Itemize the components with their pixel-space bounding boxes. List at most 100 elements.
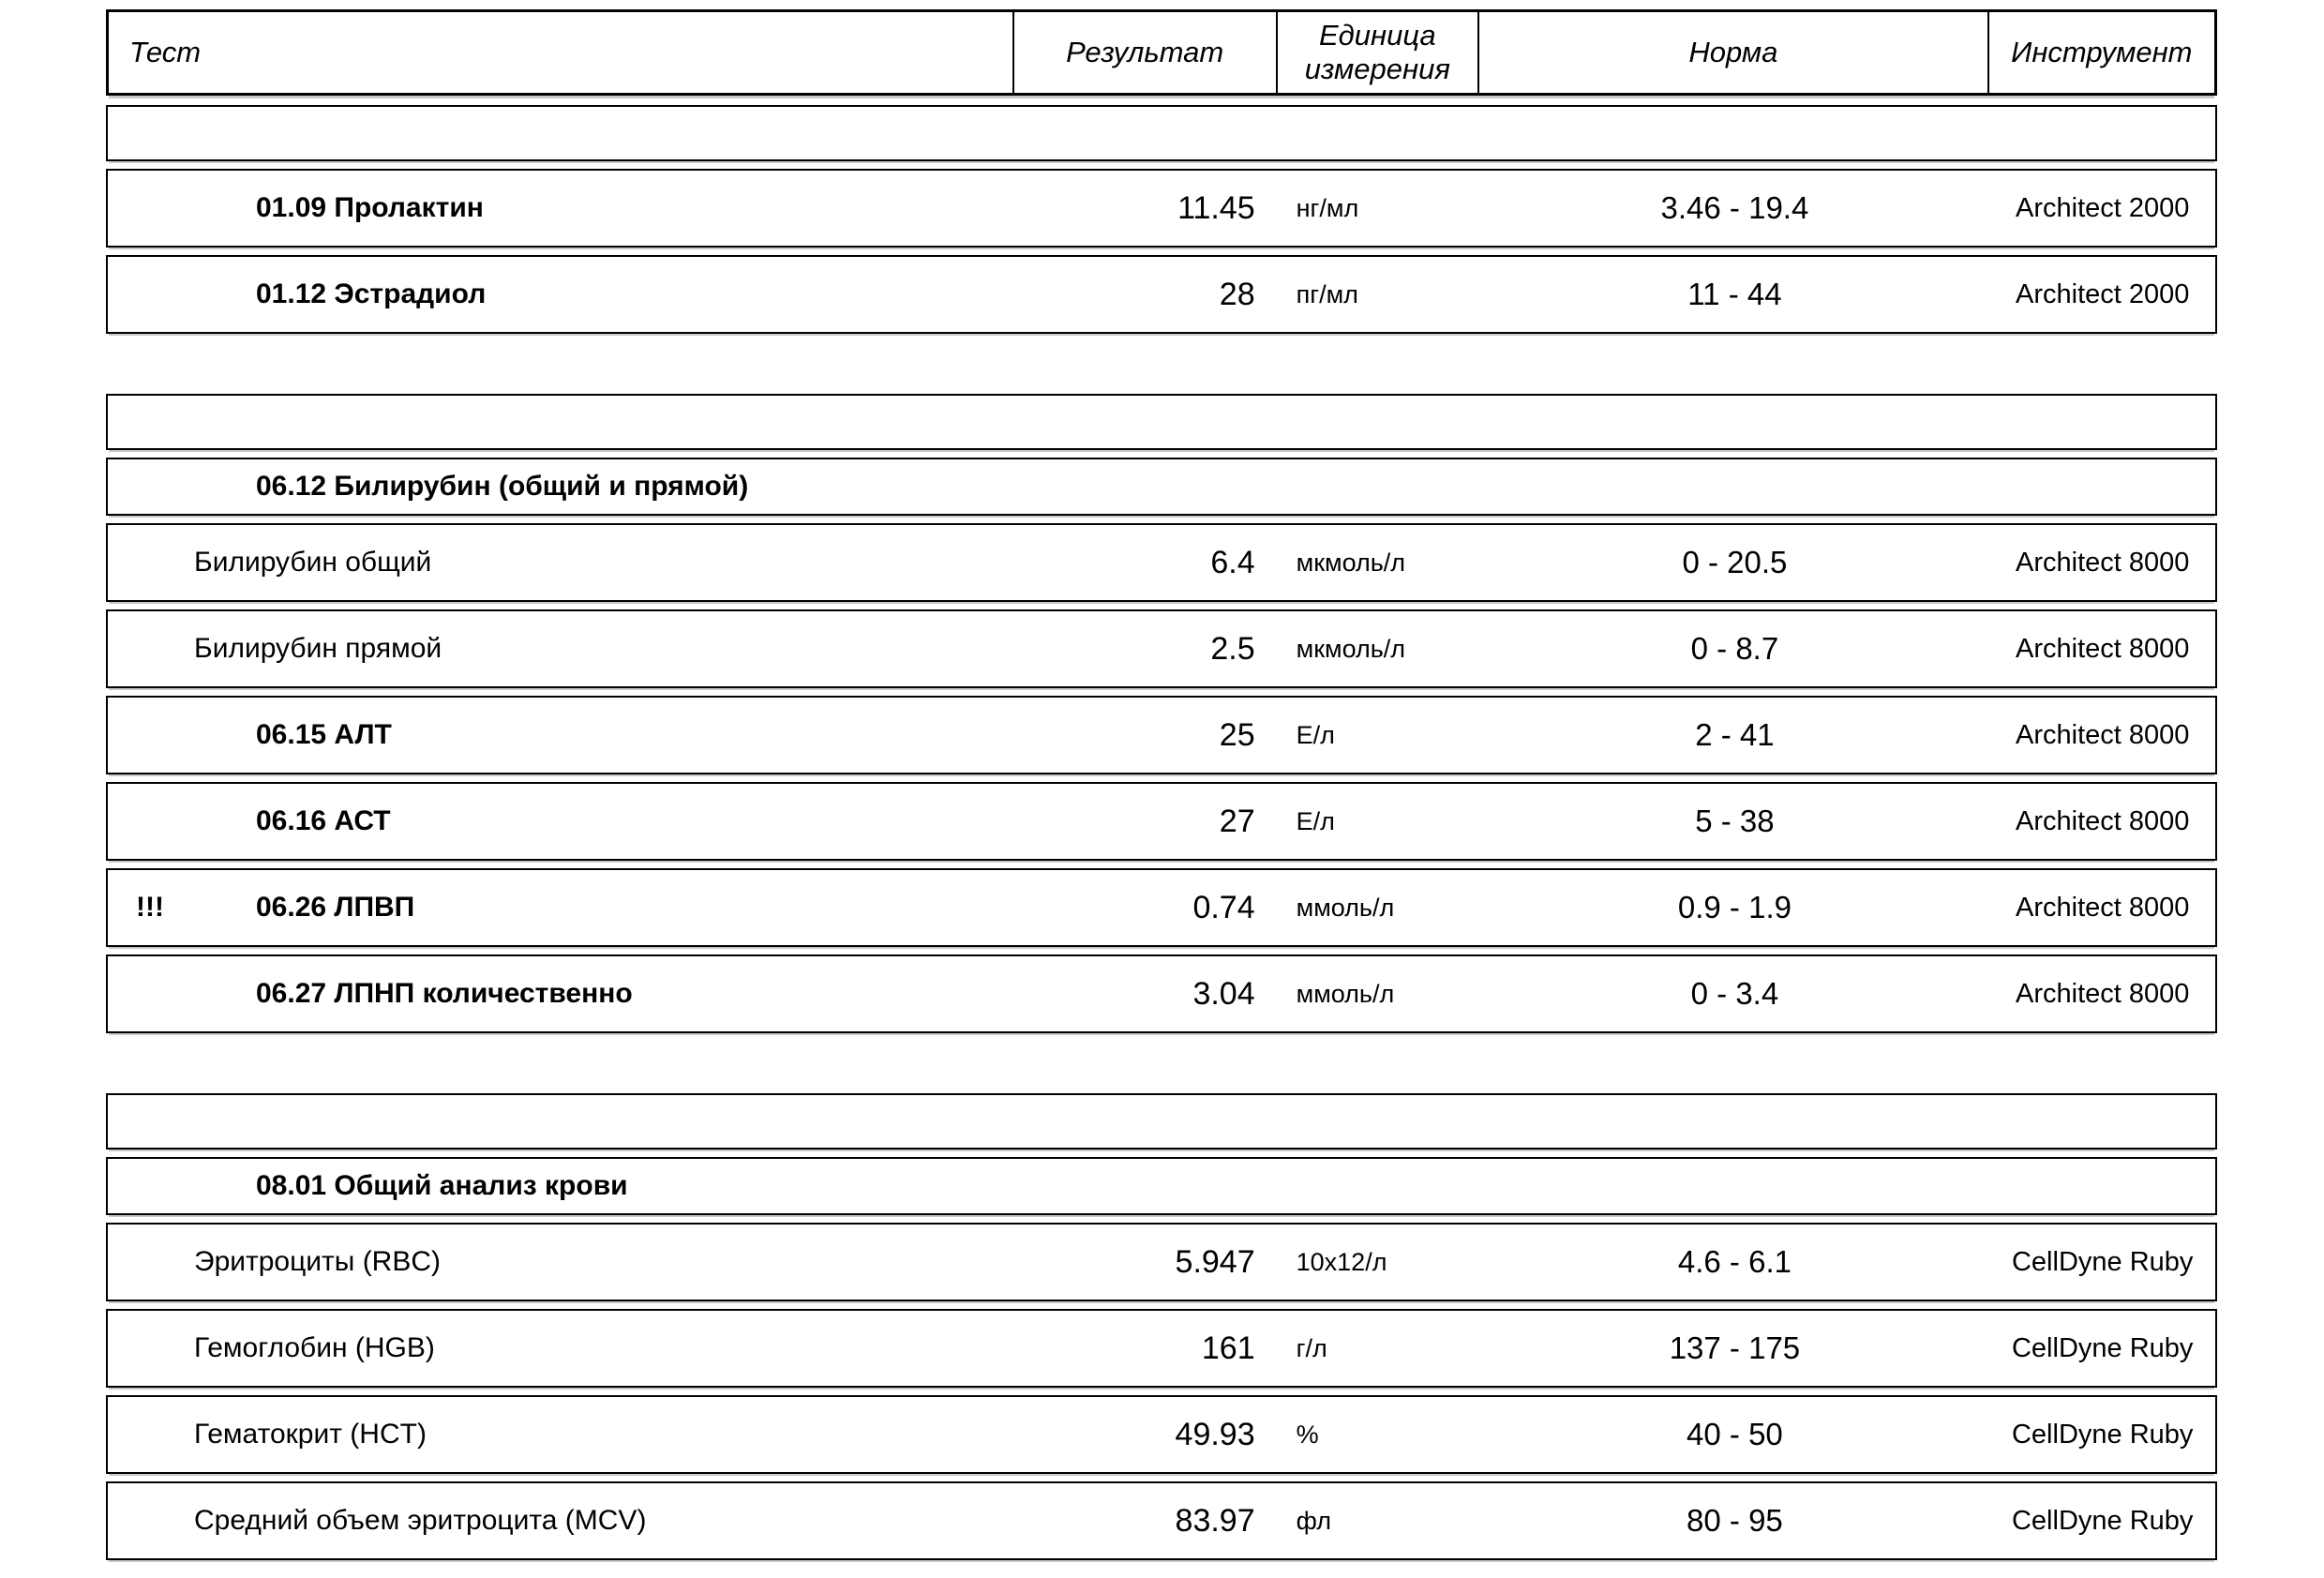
instrument-name: CellDyne Ruby — [2011, 1419, 2194, 1450]
instrument-name: Architect 8000 — [2016, 633, 2190, 664]
norm-range: 80 - 95 — [1687, 1503, 1783, 1538]
test-result-row: Эритроциты (RBC) 5.947 10x12/л 4.6 - 6.1 Cel… — [106, 1223, 2217, 1301]
test-cell: Билирубин общий — [108, 547, 1014, 579]
result-value: 6.4 — [1210, 544, 1255, 580]
test-cell: Билирубин прямой — [108, 633, 1014, 665]
norm-range: 137 - 175 — [1669, 1330, 1801, 1365]
test-cell: 06.15 АЛТ — [108, 719, 1014, 751]
unit-value: 10x12/л — [1296, 1247, 1387, 1276]
unit-value: г/л — [1296, 1333, 1327, 1362]
instrument-name: Architect 8000 — [2016, 892, 2190, 923]
unit-value: мкмоль/л — [1296, 634, 1406, 663]
test-name: 01.09 Пролактин — [256, 192, 484, 223]
test-cell: Эритроциты (RBC) — [108, 1246, 1014, 1278]
norm-range: 4.6 - 6.1 — [1677, 1244, 1792, 1279]
unit-value: мкмоль/л — [1296, 548, 1406, 577]
norm-range: 40 - 50 — [1687, 1417, 1783, 1451]
norm-range: 2 - 41 — [1695, 717, 1775, 752]
result-value: 28 — [1219, 276, 1255, 312]
unit-value: пг/мл — [1296, 279, 1358, 308]
test-name: 06.27 ЛПНП количественно — [256, 978, 633, 1009]
test-cell: 06.27 ЛПНП количественно — [108, 978, 1014, 1010]
table-header-row: Тест Результат Единица измерения Норма И… — [106, 9, 2217, 96]
result-value: 0.74 — [1192, 889, 1255, 925]
section-title: 08.01 Общий анализ крови — [256, 1170, 628, 1201]
section-title: 06.12 Билирубин (общий и прямой) — [256, 471, 749, 502]
test-name: Билирубин общий — [194, 547, 432, 578]
column-header-unit: Единица измерения — [1278, 12, 1480, 93]
instrument-name: Architect 8000 — [2016, 978, 2190, 1009]
column-header-instrument: Инструмент — [2011, 36, 2193, 69]
test-result-row: !!! 06.26 ЛПВП 0.74 ммоль/л 0.9 - 1.9 Archite… — [106, 868, 2217, 947]
norm-range: 5 - 38 — [1695, 804, 1775, 838]
column-header-norm: Норма — [1479, 12, 1989, 93]
test-name: Средний объем эритроцита (MCV) — [194, 1505, 647, 1536]
result-value: 5.947 — [1175, 1243, 1255, 1280]
result-block: 01.09 Пролактин 11.45 нг/мл 3.46 - 19.4 Arch… — [106, 105, 2217, 334]
test-result-row: Гематокрит (HCT) 49.93% 40 - 50 CellDyne Ru… — [106, 1395, 2217, 1474]
result-value: 161 — [1201, 1330, 1255, 1366]
column-header-test: Тест — [109, 12, 1014, 93]
section-header-row: 06.12 Билирубин (общий и прямой) — [106, 458, 2217, 516]
test-cell: 01.12 Эстрадиол — [108, 278, 1014, 310]
test-result-row: Средний объем эритроцита (MCV) 83.97 фл 80 … — [106, 1481, 2217, 1560]
instrument-name: CellDyne Ruby — [2011, 1332, 2194, 1363]
test-cell: 01.09 Пролактин — [108, 192, 1014, 224]
test-result-row: Билирубин прямой 2.5 мкмоль/л 0 - 8.7 Archit… — [106, 609, 2217, 688]
result-value: 3.04 — [1192, 975, 1255, 1012]
test-result-row: 01.12 Эстрадиол 28 пг/мл 11 - 44 Architect 2… — [106, 255, 2217, 334]
unit-value: ммоль/л — [1296, 979, 1395, 1008]
test-name: Гематокрит (HCT) — [194, 1419, 427, 1450]
instrument-name: Architect 2000 — [2016, 192, 2190, 223]
test-result-row: 06.27 ЛПНП количественно 3.04 ммоль/л 0 - 3… — [106, 954, 2217, 1033]
spacer-row — [106, 1093, 2217, 1150]
test-name: Билирубин прямой — [194, 633, 442, 664]
instrument-name: CellDyne Ruby — [2011, 1246, 2194, 1277]
test-cell: Гематокрит (HCT) — [108, 1419, 1014, 1450]
section-header-row: 08.01 Общий анализ крови — [106, 1157, 2217, 1215]
spacer-row — [106, 105, 2217, 161]
test-result-row: Билирубин общий 6.4 мкмоль/л 0 - 20.5 Archit… — [106, 523, 2217, 602]
norm-range: 0 - 3.4 — [1690, 976, 1779, 1011]
result-value: 25 — [1219, 716, 1255, 753]
instrument-name: Architect 8000 — [2016, 547, 2190, 578]
result-block: 08.01 Общий анализ крови Эритроциты (RBC)… — [106, 1093, 2217, 1560]
test-cell: !!! 06.26 ЛПВП — [108, 892, 1014, 924]
norm-range: 0 - 8.7 — [1690, 631, 1779, 666]
lab-report-page: Тест Результат Единица измерения Норма И… — [106, 9, 2217, 1560]
instrument-name: Architect 8000 — [2016, 719, 2190, 750]
unit-value: фл — [1296, 1506, 1332, 1535]
test-name: Гемоглобин (HGB) — [194, 1332, 435, 1363]
result-value: 11.45 — [1177, 189, 1255, 226]
test-name: Эритроциты (RBC) — [194, 1246, 442, 1277]
test-name: 06.16 АСТ — [256, 805, 391, 836]
instrument-name: Architect 2000 — [2016, 278, 2190, 309]
test-result-row: Гемоглобин (HGB) 161 г/л 137 - 175 CellDyne … — [106, 1309, 2217, 1388]
result-value: 27 — [1219, 803, 1255, 839]
result-value: 83.97 — [1175, 1502, 1255, 1539]
abnormal-flag: !!! — [136, 892, 164, 923]
result-value: 49.93 — [1175, 1416, 1255, 1452]
unit-value: нг/мл — [1296, 193, 1359, 222]
instrument-name: Architect 8000 — [2016, 805, 2190, 836]
table-body: 01.09 Пролактин 11.45 нг/мл 3.46 - 19.4 Arch… — [106, 105, 2217, 1560]
test-result-row: 06.16 АСТ 27 Е/л 5 - 38 Architect 8000 — [106, 782, 2217, 861]
instrument-name: CellDyne Ruby — [2011, 1505, 2194, 1536]
test-cell: Средний объем эритроцита (MCV) — [108, 1505, 1014, 1537]
unit-value: ммоль/л — [1296, 893, 1395, 922]
test-cell: Гемоглобин (HGB) — [108, 1332, 1014, 1364]
norm-range: 0 - 20.5 — [1682, 545, 1788, 579]
unit-value: Е/л — [1296, 806, 1335, 835]
test-cell: 06.16 АСТ — [108, 805, 1014, 837]
result-block: 06.12 Билирубин (общий и прямой) Билируби… — [106, 394, 2217, 1033]
column-header-result: Результат — [1014, 12, 1278, 93]
result-value: 2.5 — [1210, 630, 1255, 667]
test-name: 01.12 Эстрадиол — [256, 278, 487, 309]
norm-range: 0.9 - 1.9 — [1677, 890, 1792, 924]
norm-range: 3.46 - 19.4 — [1660, 190, 1809, 225]
unit-value: Е/л — [1296, 720, 1335, 749]
test-name: 06.26 ЛПВП — [256, 892, 415, 923]
unit-value: % — [1296, 1420, 1319, 1449]
spacer-row — [106, 394, 2217, 450]
test-result-row: 06.15 АЛТ 25 Е/л 2 - 41 Architect 8000 — [106, 696, 2217, 774]
